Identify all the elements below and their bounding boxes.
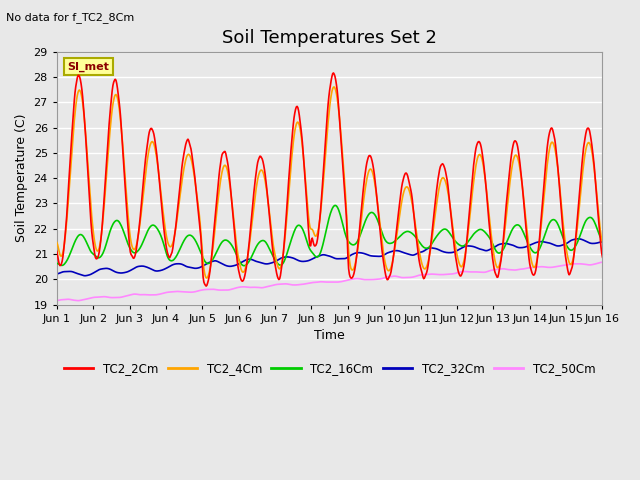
TC2_4Cm — [429, 225, 437, 231]
TC2_32Cm — [53, 271, 61, 277]
TC2_32Cm — [322, 252, 330, 258]
TC2_32Cm — [173, 261, 181, 267]
X-axis label: Time: Time — [314, 329, 345, 342]
Line: TC2_16Cm: TC2_16Cm — [57, 205, 602, 266]
Line: TC2_2Cm: TC2_2Cm — [57, 73, 602, 286]
TC2_32Cm — [549, 241, 557, 247]
TC2_2Cm — [429, 216, 437, 221]
TC2_32Cm — [575, 236, 582, 242]
TC2_4Cm — [196, 220, 204, 226]
Title: Soil Temperatures Set 2: Soil Temperatures Set 2 — [222, 29, 437, 48]
TC2_50Cm — [549, 264, 557, 270]
Y-axis label: Soil Temperature (C): Soil Temperature (C) — [15, 114, 28, 242]
TC2_4Cm — [550, 143, 558, 148]
TC2_50Cm — [53, 298, 61, 303]
TC2_2Cm — [322, 132, 330, 138]
TC2_4Cm — [598, 240, 606, 245]
TC2_16Cm — [550, 217, 558, 223]
TC2_16Cm — [173, 253, 180, 259]
TC2_16Cm — [240, 263, 248, 269]
TC2_32Cm — [429, 245, 436, 251]
TC2_50Cm — [429, 271, 436, 277]
TC2_32Cm — [81, 273, 89, 278]
Line: TC2_50Cm: TC2_50Cm — [57, 262, 602, 300]
TC2_4Cm — [330, 84, 338, 90]
Text: No data for f_TC2_8Cm: No data for f_TC2_8Cm — [6, 12, 134, 23]
TC2_16Cm — [196, 248, 204, 253]
TC2_32Cm — [197, 264, 205, 270]
Line: TC2_4Cm: TC2_4Cm — [57, 87, 602, 278]
TC2_4Cm — [203, 275, 211, 281]
TC2_2Cm — [53, 249, 61, 254]
TC2_2Cm — [376, 225, 383, 230]
TC2_16Cm — [53, 261, 61, 266]
Legend: TC2_2Cm, TC2_4Cm, TC2_16Cm, TC2_32Cm, TC2_50Cm: TC2_2Cm, TC2_4Cm, TC2_16Cm, TC2_32Cm, TC… — [59, 357, 600, 380]
TC2_4Cm — [173, 220, 180, 226]
TC2_4Cm — [376, 219, 383, 225]
TC2_2Cm — [330, 70, 337, 76]
Line: TC2_32Cm: TC2_32Cm — [57, 239, 602, 276]
TC2_2Cm — [598, 254, 606, 260]
TC2_32Cm — [598, 239, 606, 245]
TC2_16Cm — [322, 229, 330, 235]
TC2_16Cm — [376, 223, 383, 229]
TC2_32Cm — [375, 253, 383, 259]
TC2_50Cm — [322, 279, 330, 285]
TC2_2Cm — [173, 216, 180, 222]
TC2_2Cm — [196, 226, 204, 232]
TC2_16Cm — [598, 237, 606, 242]
TC2_16Cm — [429, 238, 437, 244]
Text: SI_met: SI_met — [68, 61, 109, 72]
TC2_50Cm — [74, 298, 82, 303]
TC2_50Cm — [375, 276, 383, 282]
TC2_50Cm — [197, 288, 205, 293]
TC2_2Cm — [550, 132, 558, 138]
TC2_50Cm — [173, 288, 181, 294]
TC2_16Cm — [331, 203, 339, 208]
TC2_2Cm — [202, 283, 210, 289]
TC2_4Cm — [53, 240, 61, 245]
TC2_50Cm — [598, 259, 606, 265]
TC2_4Cm — [322, 147, 330, 153]
